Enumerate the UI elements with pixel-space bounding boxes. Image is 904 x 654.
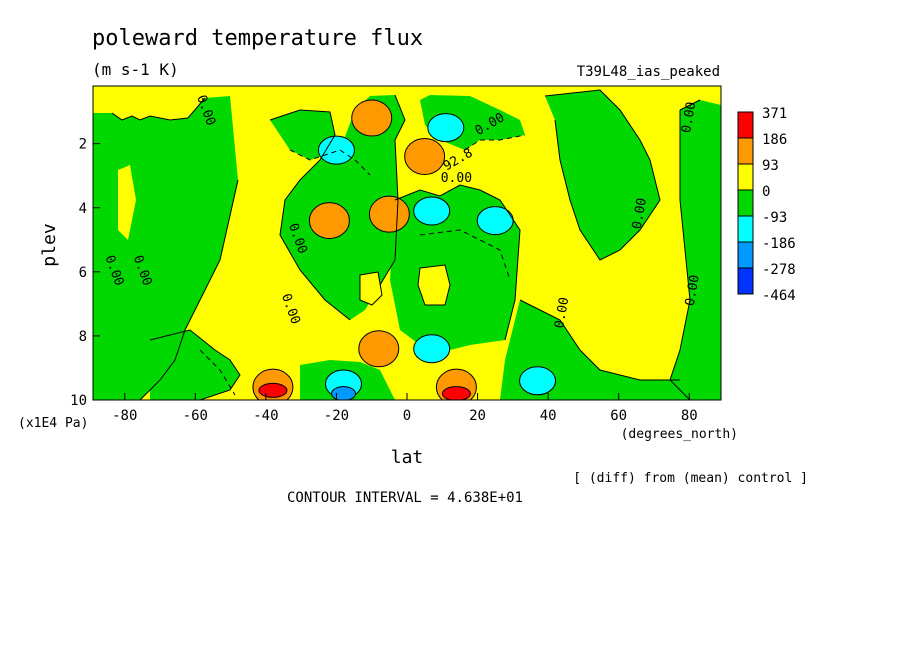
contour-line [394,184,521,341]
contour-line [519,299,680,381]
run-label: T39L48_ias_peaked [577,64,720,80]
colorbar-swatch [737,163,754,191]
contour-line [149,329,241,400]
x-tick-label: 40 [540,408,557,424]
x-axis-label: lat [391,447,424,468]
feature-blob [476,206,514,236]
contour-line [111,97,206,121]
colorbar-swatch [737,241,754,269]
colorbar-label: -278 [762,262,796,278]
x-tick-label: 20 [469,408,486,424]
yellow-island-south [418,265,450,305]
dashed-contour-line [464,134,526,151]
feature-blob [413,196,451,226]
colorbar-swatch [737,267,754,295]
feature-blob [404,137,446,175]
x-tick-label: -80 [112,408,137,424]
feature-blob [258,382,288,398]
feature-blob [441,386,471,400]
dashed-contours [199,134,526,396]
feature-blob [317,135,355,165]
y-tick-label: 2 [79,137,87,153]
colorbar-label: -186 [762,236,796,252]
feature-blob [330,386,356,400]
chart-title: poleward temperature flux [92,26,423,51]
contour-label: 0.00 [441,171,472,186]
colorbar-label: 186 [762,132,787,148]
contour-line [139,179,239,400]
contour-label: 0.00 [679,101,699,134]
colorbar-label: 371 [762,106,787,122]
feature-blob [351,99,393,137]
plot-area: 0.000.00 0.000.000.000.000.0092.80.000.00… [93,86,721,400]
colorbar-swatch [737,215,754,243]
y-tick-label: 6 [79,265,87,281]
contour-lines [111,89,701,400]
colorbar-swatch [737,137,754,165]
x-tick-label: -60 [183,408,208,424]
yellow-island-polar [118,165,136,240]
difference-note: [ (diff) from (mean) control ] [573,471,808,486]
feature-blob [427,113,465,143]
feature-layer [252,99,557,400]
x-axis: -80 -60 -40 -20 0 20 40 60 80 [112,393,698,424]
colorbar-label: 93 [762,158,779,174]
dashed-contour-line [199,349,236,396]
y-axis: 2 4 6 8 10 [70,137,100,409]
feature-blob [358,330,400,368]
contour-label: 0.00 [683,274,703,307]
contour-labels: 0.000.00 0.000.000.000.000.0092.80.000.00… [102,93,703,329]
green-region-south-lower [150,330,240,400]
feature-blob [519,366,557,396]
contour-line [379,94,406,286]
x-tick-label: 0 [403,408,411,424]
contour-label: 0.00 [630,197,650,230]
dashed-contour-line [419,229,511,281]
x-tick-label: 80 [681,408,698,424]
colorbar: 371 186 93 0 -93 -186 -278 -464 [737,106,796,304]
contour-interval: CONTOUR INTERVAL = 4.638E+01 [287,490,523,506]
contour-line [269,109,351,321]
x-axis-units: (degrees_north) [621,427,738,442]
y-tick-label: 4 [79,201,87,217]
positive-island-layer [118,165,450,305]
colorbar-label: -93 [762,210,787,226]
contour-line [359,271,383,306]
feature-blob [413,334,451,364]
green-region-north-polar [545,90,660,260]
contour-line [417,264,451,306]
x-tick-label: -40 [253,408,278,424]
y-axis-units: (x1E4 Pa) [18,416,88,431]
colorbar-swatch [737,189,754,217]
chart-units: (m s-1 K) [92,60,179,79]
contour-label: 0.00 [552,296,572,329]
x-tick-label: -20 [324,408,349,424]
y-axis-label: plev [39,223,60,266]
y-tick-label: 8 [79,329,87,345]
feature-blob [368,195,410,233]
green-region-north-right [670,100,721,400]
colorbar-swatch [737,111,754,139]
feature-blob [308,202,350,240]
y-tick-label: 10 [70,393,87,409]
yellow-island-north [360,272,382,305]
x-tick-label: 60 [610,408,627,424]
colorbar-label: 0 [762,184,770,200]
colorbar-label: -464 [762,288,796,304]
contour-line [544,89,661,261]
